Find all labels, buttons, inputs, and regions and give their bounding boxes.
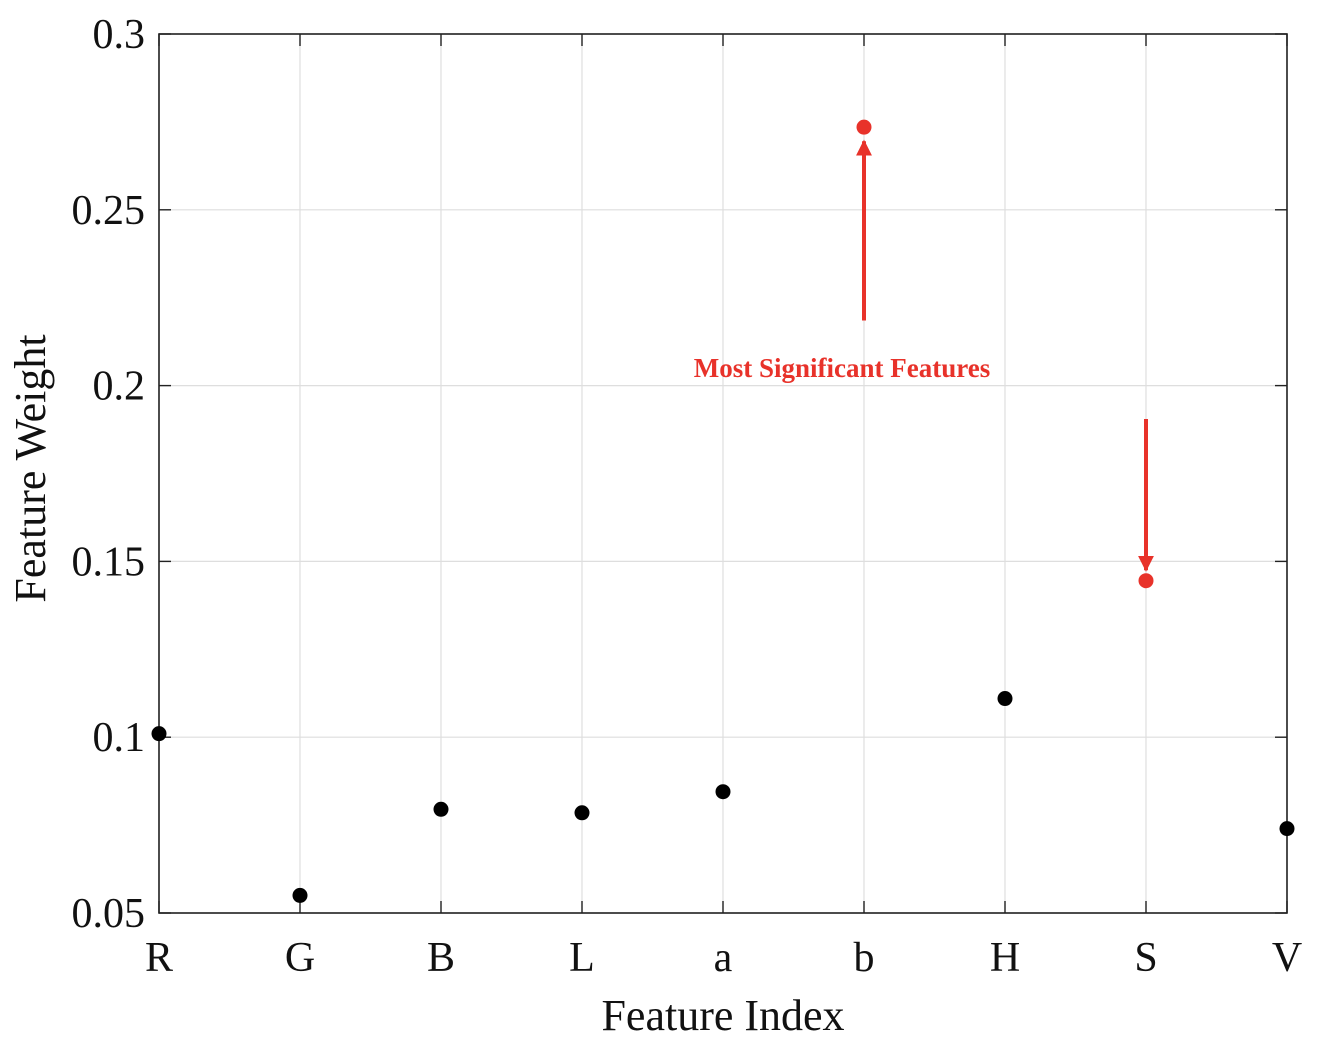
x-tick-label-V: V	[1272, 935, 1302, 981]
data-point-L	[574, 805, 590, 821]
data-point-a	[715, 784, 731, 800]
data-points	[151, 119, 1295, 903]
y-axis-title: Feature Weight	[6, 334, 55, 602]
y-axis-tick-labels: 0.05 0.1 0.15 0.2 0.25 0.3	[72, 12, 146, 937]
x-tick-label-G: G	[285, 935, 315, 981]
x-tick-label-a: a	[714, 935, 733, 981]
x-tick-label-R: R	[145, 935, 173, 981]
x-tick-label-H: H	[990, 935, 1020, 981]
grid	[158, 33, 1288, 914]
x-tick-label-S: S	[1134, 935, 1157, 981]
data-point-G	[292, 887, 308, 903]
data-point-H	[997, 691, 1013, 707]
data-point-V	[1279, 821, 1295, 837]
annotation-arrows	[856, 139, 1154, 572]
data-point-B	[433, 801, 449, 817]
y-tick-label: 0.2	[93, 364, 146, 410]
tick-marks	[158, 33, 1288, 914]
data-point-S	[1138, 573, 1154, 589]
data-point-b	[856, 119, 872, 135]
y-tick-label: 0.05	[72, 891, 146, 937]
y-tick-label: 0.3	[93, 12, 146, 58]
x-axis-title: Feature Index	[601, 991, 844, 1040]
x-tick-label-B: B	[427, 935, 455, 981]
x-tick-label-b: b	[854, 935, 875, 981]
annotation-label: Most Significant Features	[694, 353, 990, 383]
y-tick-label: 0.15	[72, 539, 146, 585]
x-tick-label-L: L	[569, 935, 595, 981]
y-tick-label: 0.25	[72, 188, 146, 234]
y-tick-label: 0.1	[93, 715, 146, 761]
data-point-R	[151, 726, 167, 742]
